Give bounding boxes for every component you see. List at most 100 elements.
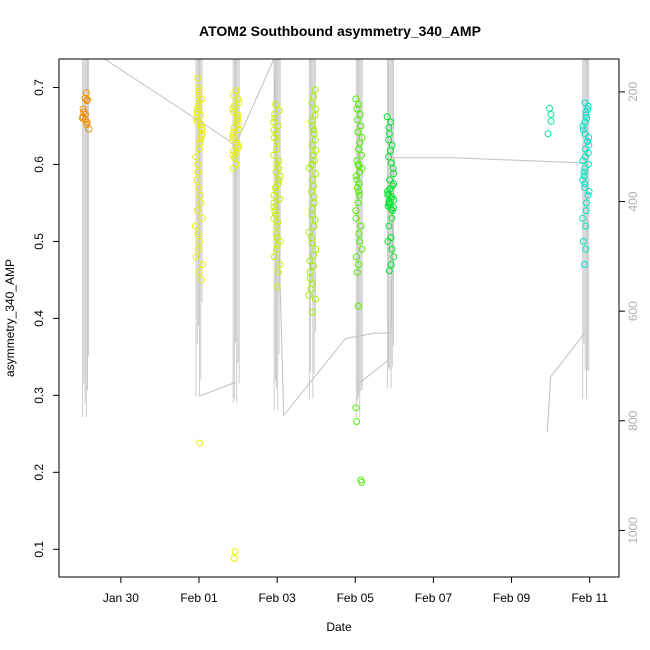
data-point (353, 418, 361, 425)
data-point (547, 117, 555, 125)
data-point (234, 95, 242, 103)
data-point (584, 102, 592, 110)
data-point (311, 136, 319, 144)
data-point (270, 126, 278, 134)
data-point (272, 211, 280, 218)
data-point (358, 164, 366, 172)
data-point (355, 180, 363, 188)
data-point (387, 205, 395, 213)
data-point (195, 145, 203, 153)
data-point (309, 251, 317, 259)
data-point (579, 126, 587, 134)
data-point (388, 245, 396, 253)
data-point (308, 99, 316, 107)
data-point (230, 555, 238, 562)
data-point (194, 168, 202, 176)
data-point (581, 261, 588, 268)
data-point (580, 172, 588, 180)
data-point (194, 74, 202, 82)
data-point (276, 195, 284, 203)
data-point (198, 261, 206, 268)
depth-segment-line (546, 332, 586, 432)
data-point (385, 222, 393, 230)
data-point (273, 130, 280, 138)
data-point (547, 110, 555, 118)
data-point (581, 118, 589, 126)
data-point (230, 128, 238, 136)
data-point (389, 207, 396, 215)
data-point (358, 245, 366, 253)
data-point (356, 110, 364, 118)
data-point (579, 237, 587, 245)
data-point (584, 137, 592, 145)
x-tick-label: Feb 01 (180, 591, 218, 605)
data-point (581, 184, 589, 191)
data-point (385, 267, 393, 275)
data-point (310, 262, 317, 270)
data-point (194, 230, 202, 238)
data-point (386, 176, 394, 184)
data-point (354, 128, 362, 136)
data-point (581, 130, 589, 138)
data-point (584, 191, 592, 199)
y-tick-label: 0.4 (32, 310, 46, 327)
data-point (311, 86, 319, 94)
data-point (273, 137, 281, 145)
data-point (352, 404, 360, 412)
data-point (234, 141, 242, 149)
data-point (390, 170, 398, 178)
data-point (357, 222, 365, 230)
data-point (273, 283, 281, 291)
x-axis-label: Date (326, 620, 352, 634)
data-point (579, 157, 587, 165)
x-tick-label: Jan 30 (103, 591, 139, 605)
y2-tick-label: 200 (626, 82, 640, 102)
x-tick-label: Feb 11 (571, 591, 608, 605)
data-point (272, 230, 280, 238)
data-point (388, 214, 396, 222)
data-point (305, 164, 313, 172)
data-point (194, 184, 202, 191)
data-point (272, 168, 280, 176)
data-point (385, 136, 393, 144)
data-point (389, 204, 397, 211)
data-point (582, 222, 589, 230)
data-point (270, 191, 278, 199)
data-point (276, 172, 284, 180)
data-point (352, 214, 360, 222)
data-point (192, 253, 200, 261)
data-point (193, 105, 201, 113)
data-point (311, 111, 319, 119)
data-point (230, 91, 237, 99)
data-point (273, 145, 280, 153)
data-point (353, 116, 361, 124)
data-point (390, 253, 398, 261)
data-point (84, 96, 91, 104)
data-point (579, 214, 587, 222)
data-point (194, 160, 202, 168)
y-tick-label: 0.7 (32, 79, 46, 96)
data-point (356, 168, 364, 176)
data-point (274, 218, 282, 226)
data-point (582, 245, 590, 253)
data-point (308, 308, 316, 316)
data-point (386, 185, 394, 193)
data-point (196, 439, 204, 447)
data-point (353, 105, 361, 113)
data-point (358, 151, 365, 159)
data-point (579, 176, 587, 184)
data-point (308, 187, 315, 195)
data-point (275, 176, 283, 184)
data-point (385, 153, 393, 161)
data-point (274, 268, 282, 276)
data-point (192, 222, 199, 230)
data-point (275, 107, 283, 115)
data-point (85, 125, 93, 133)
data-point (352, 207, 360, 215)
data-point (272, 187, 280, 195)
data-point (583, 114, 591, 122)
y2-tick-label: 1000 (626, 517, 640, 544)
x-tick-label: Feb 03 (258, 591, 296, 605)
data-point (198, 276, 206, 284)
